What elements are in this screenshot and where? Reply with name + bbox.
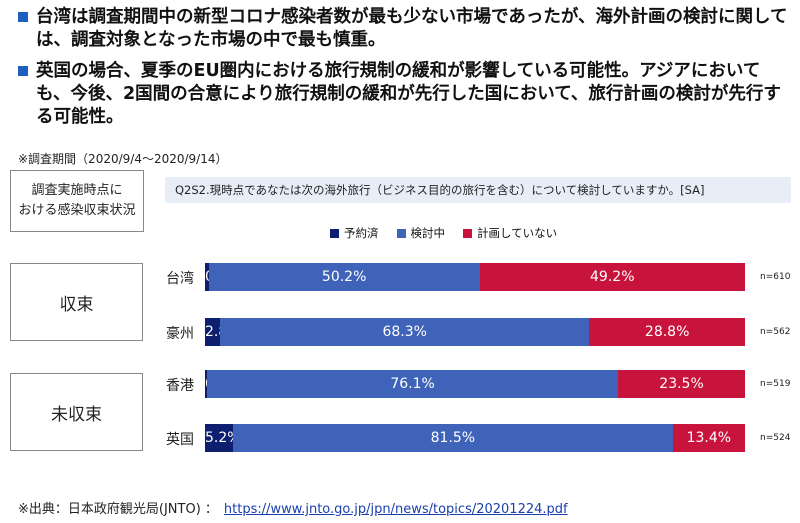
- category-label: 台湾: [166, 271, 194, 287]
- sample-size-label: n=519: [760, 379, 791, 389]
- bar-segment: 13.4%: [672, 424, 745, 452]
- data-label: 49.2%: [590, 269, 635, 285]
- bar-segment: 28.8%: [589, 318, 745, 346]
- source-link[interactable]: https://www.jnto.go.jp/jpn/news/topics/2…: [223, 502, 568, 517]
- bar-segment: 50.2%: [208, 263, 480, 291]
- category-label: 香港: [166, 378, 194, 394]
- data-label: 23.5%: [659, 376, 704, 392]
- group-label: 収束: [59, 294, 94, 315]
- chart-legend: 予約済 検討中 計画していない: [330, 225, 557, 241]
- sample-size-label: n=610: [760, 272, 791, 282]
- legend-item: 検討中: [396, 225, 446, 241]
- bar-segment: 5.2%: [205, 424, 241, 452]
- bullet-list: 台湾は調査期間中の新型コロナ感染者数が最も少ない市場であったが、海外計画の検討に…: [18, 6, 788, 137]
- question-box: Q2S2.現時点であなたは次の海外旅行（ビジネス目的の旅行を含む）について検討し…: [165, 177, 791, 203]
- bar-segment: 68.3%: [220, 318, 590, 346]
- sample-size-label: n=562: [760, 327, 791, 337]
- bullet-item: 台湾は調査期間中の新型コロナ感染者数が最も少ない市場であったが、海外計画の検討に…: [18, 6, 788, 52]
- status-heading-box: 調査実施時点に おける感染収束状況: [10, 170, 144, 232]
- source-line: ※出典：日本政府観光局(JNTO) ： https://www.jnto.go.j…: [18, 498, 568, 517]
- stacked-bar: 0.7%50.2%49.2%: [205, 263, 745, 291]
- category-label: 豪州: [166, 326, 194, 342]
- data-label: 68.3%: [382, 324, 427, 340]
- data-label: 50.2%: [321, 269, 367, 285]
- bar-segment: 49.2%: [479, 263, 745, 291]
- data-label: 76.1%: [390, 376, 435, 392]
- data-label: 13.4%: [686, 430, 732, 446]
- status-heading: 調査実施時点に おける感染収束状況: [18, 183, 136, 218]
- survey-period-note: ※調査期間（2020/9/4～2020/9/14）: [18, 152, 228, 166]
- group-label: 未収束: [51, 404, 102, 425]
- legend-swatch: [330, 228, 339, 238]
- legend-swatch: [463, 228, 472, 238]
- bar-segment: 23.5%: [618, 370, 745, 398]
- legend-label: 検討中: [410, 226, 446, 240]
- data-label: 28.8%: [644, 324, 690, 340]
- legend-label: 計画していない: [477, 226, 558, 240]
- data-label: 81.5%: [430, 430, 476, 446]
- bullet-item: 英国の場合、夏季のEU圏内における旅行規制の緩和が影響している可能性。アジアにお…: [18, 60, 788, 129]
- stacked-bar: 0.4%76.1%23.5%: [205, 370, 745, 398]
- sample-size-label: n=524: [760, 433, 791, 443]
- bar-segment: 76.1%: [207, 370, 619, 398]
- bar-segment: 81.5%: [233, 424, 673, 452]
- group-converged-box: 収束: [10, 263, 143, 341]
- legend-item: 予約済: [330, 225, 379, 241]
- bullet-square-icon: [18, 66, 28, 76]
- source-prefix: ※出典：日本政府観光局(JNTO) ：: [18, 502, 218, 517]
- bullet-text: 台湾は調査期間中の新型コロナ感染者数が最も少ない市場であったが、海外計画の検討に…: [36, 7, 788, 50]
- stacked-bar: 5.2% 81.5% 13.4%: [205, 424, 745, 452]
- bullet-square-icon: [18, 12, 28, 22]
- legend-label: 予約済: [344, 226, 379, 240]
- bar-segment: 2.8%: [205, 318, 241, 346]
- stacked-bar: 2.8% 68.3% 28.8%: [205, 318, 745, 346]
- bullet-text: 英国の場合、夏季のEU圏内における旅行規制の緩和が影響している可能性。アジアにお…: [36, 61, 781, 127]
- category-label: 英国: [166, 432, 194, 448]
- data-label: 5.2%: [205, 430, 241, 446]
- legend-swatch: [396, 228, 406, 238]
- group-unconverged-box: 未収束: [10, 373, 143, 451]
- legend-item: 計画していない: [463, 225, 557, 241]
